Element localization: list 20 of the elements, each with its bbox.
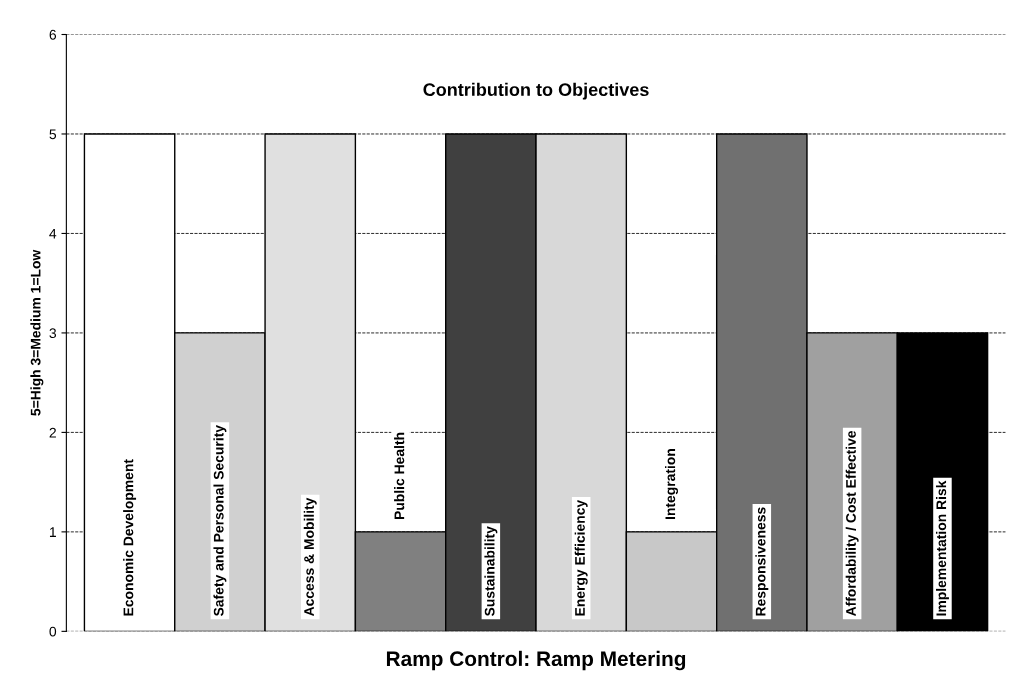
x-axis-title: Ramp Control: Ramp Metering [386, 650, 686, 671]
y-tick-label: 5 [49, 129, 57, 140]
x-tick-label: Public Health [394, 432, 405, 520]
x-tick-label: Integration [665, 449, 679, 520]
y-tick-label: 0 [49, 626, 57, 637]
x-tick-label: Access & Mobility [303, 497, 317, 617]
x-tick-label: Affordability / Cost Effective [845, 430, 859, 617]
y-tick-label: 4 [49, 228, 57, 239]
y-tick-label: 1 [49, 527, 56, 537]
x-tick-label: Energy Efficiency [574, 499, 588, 616]
x-tick-label: Responsiveness [755, 507, 769, 616]
x-tick-label: Economic Development [123, 459, 137, 616]
x-tick-label: Implementation Risk [935, 480, 949, 616]
x-tick-label: Sustainability [484, 526, 498, 617]
text: Contribution to Objectives [423, 82, 649, 100]
y-axis-title: 5=High 3=Medium 1=Low [30, 249, 44, 416]
y-tick-label: 6 [49, 29, 57, 40]
y-tick-label: 3 [49, 328, 57, 339]
x-tick-label: Safety and Personal Security [213, 425, 227, 617]
y-tick-label: 2 [49, 427, 56, 438]
